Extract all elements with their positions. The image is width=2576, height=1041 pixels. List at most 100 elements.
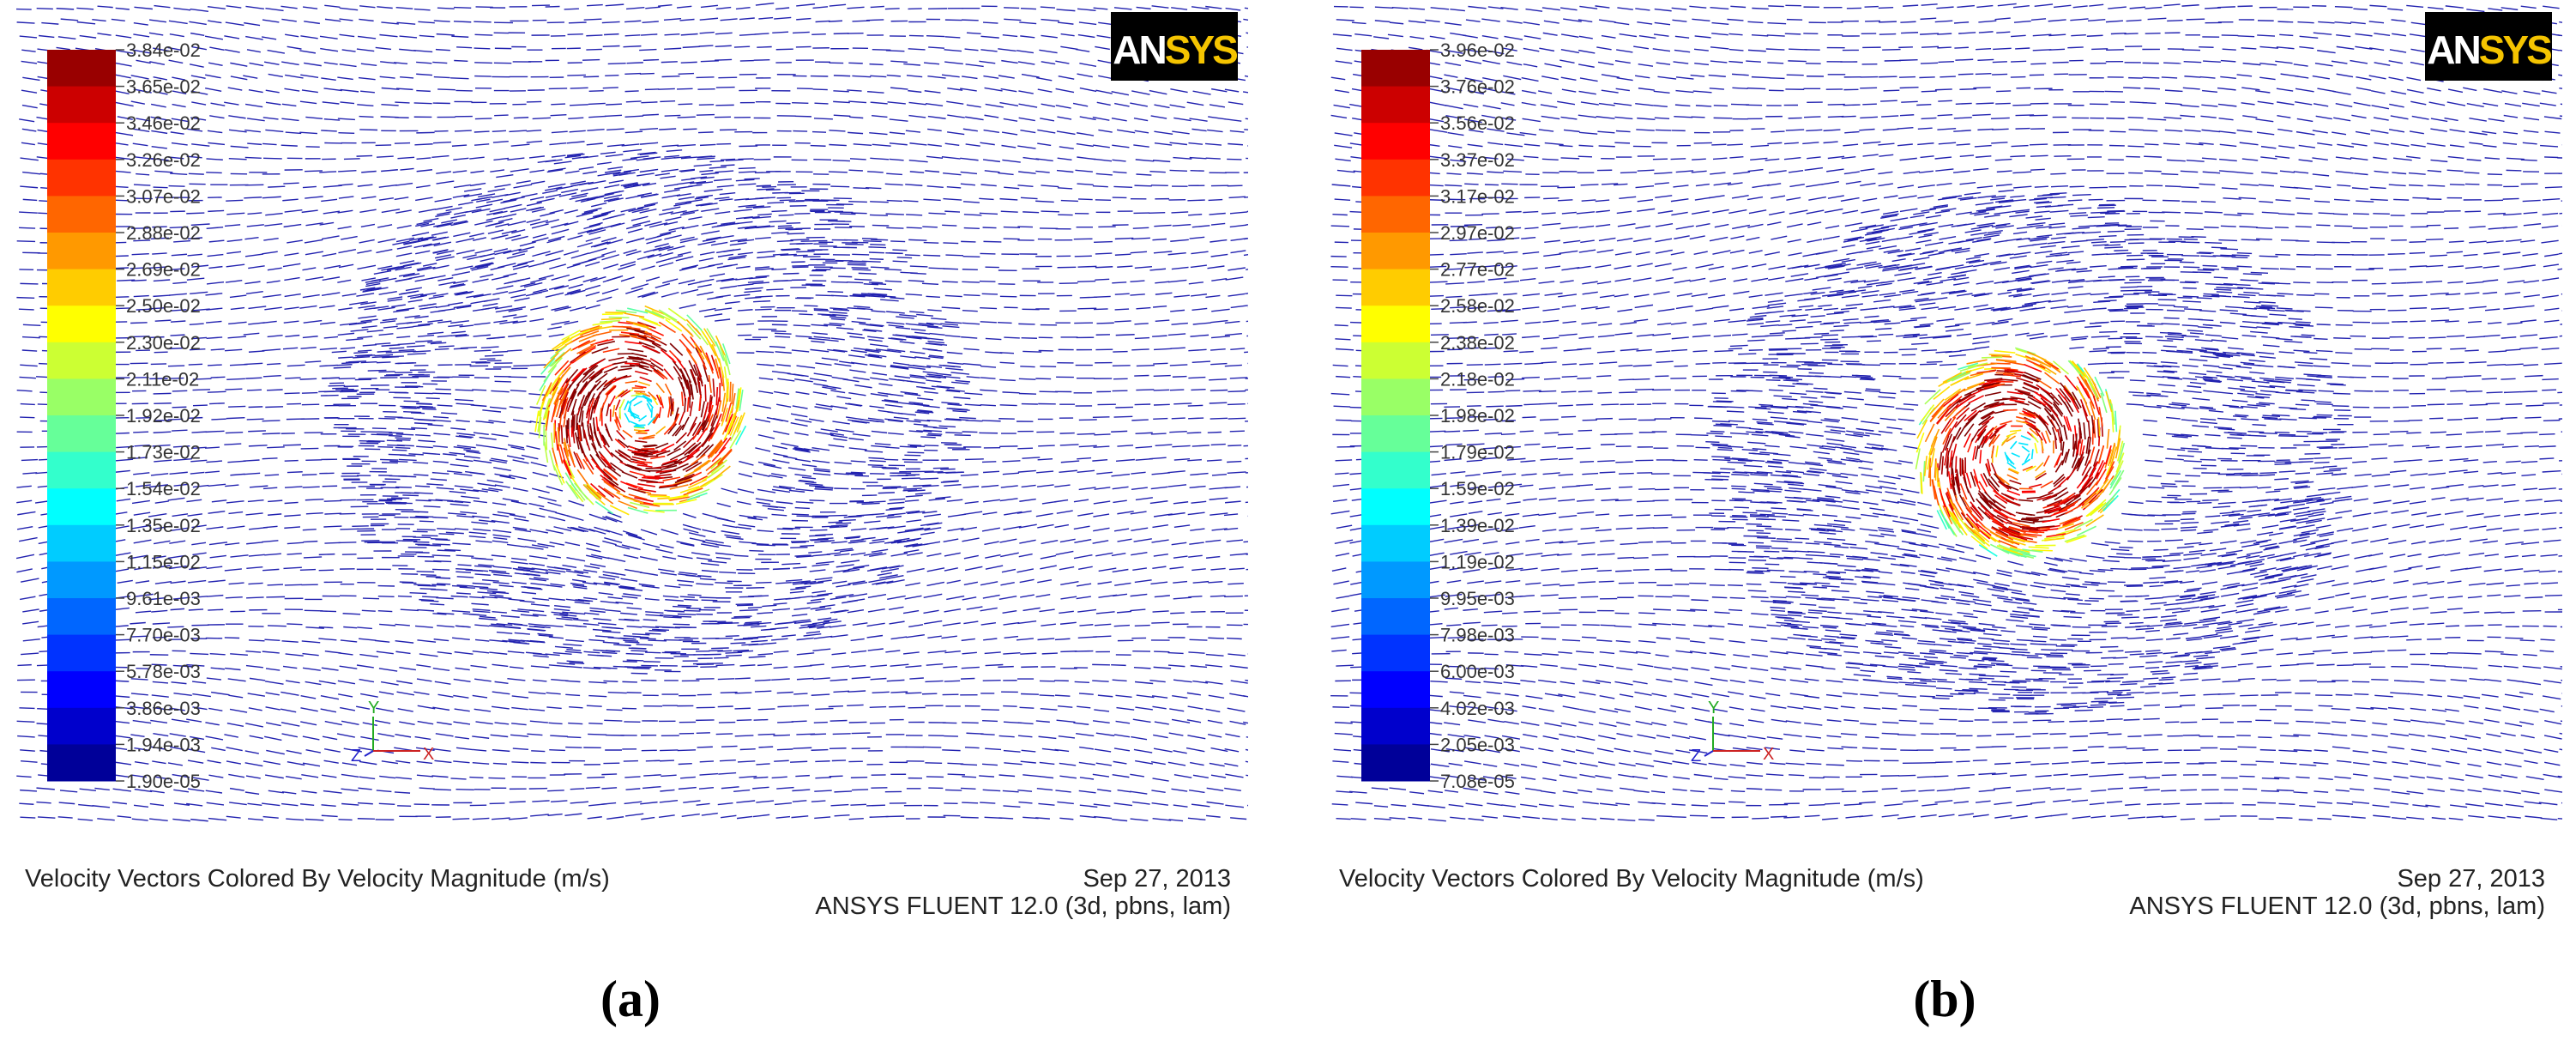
velocity-vector xyxy=(459,586,475,589)
velocity-vector xyxy=(284,252,299,257)
velocity-vector xyxy=(725,651,743,654)
velocity-vector xyxy=(1111,664,1126,667)
velocity-vector xyxy=(726,536,744,541)
velocity-vector xyxy=(397,342,416,346)
velocity-vector xyxy=(360,90,375,94)
velocity-vector xyxy=(659,251,673,257)
velocity-vector xyxy=(864,450,884,453)
velocity-vector xyxy=(244,791,260,796)
velocity-vector xyxy=(423,505,441,508)
velocity-vector xyxy=(338,249,357,254)
velocity-vector xyxy=(838,519,856,522)
velocity-vector xyxy=(509,130,528,133)
velocity-vector xyxy=(226,722,244,727)
velocity-vector xyxy=(225,596,243,599)
velocity-vector xyxy=(262,815,279,819)
velocity-vector xyxy=(1188,595,1203,598)
velocity-vector xyxy=(280,708,297,713)
velocity-vector xyxy=(302,267,317,271)
velocity-vector xyxy=(377,733,395,737)
velocity-vector xyxy=(734,735,754,737)
velocity-vector xyxy=(504,203,522,209)
velocity-vector xyxy=(743,624,760,626)
velocity-vector xyxy=(382,355,399,359)
velocity-vector xyxy=(300,347,317,349)
velocity-vector xyxy=(902,489,918,492)
velocity-vector xyxy=(528,262,545,268)
velocity-vector xyxy=(1172,223,1191,227)
velocity-vector xyxy=(169,540,186,544)
velocity-vector xyxy=(1059,566,1075,571)
velocity-vector xyxy=(431,775,449,778)
velocity-vector xyxy=(167,626,184,628)
velocity-vector xyxy=(190,735,205,741)
velocity-vector xyxy=(805,631,821,634)
velocity-vector xyxy=(530,583,549,586)
velocity-vector xyxy=(739,608,758,612)
velocity-vector xyxy=(489,625,508,628)
velocity-vector xyxy=(341,361,359,365)
velocity-vector xyxy=(1074,255,1092,257)
velocity-vector xyxy=(373,269,392,275)
velocity-vector xyxy=(154,580,172,584)
velocity-vector xyxy=(1168,732,1184,736)
velocity-vector xyxy=(1135,159,1155,162)
velocity-vector xyxy=(281,103,297,107)
velocity-vector xyxy=(1230,817,1247,820)
velocity-vector xyxy=(208,542,228,546)
velocity-vector xyxy=(790,587,806,590)
velocity-vector xyxy=(721,278,738,282)
velocity-vector xyxy=(510,390,527,392)
velocity-vector xyxy=(1151,5,1169,9)
velocity-vector xyxy=(738,166,756,170)
velocity-vector xyxy=(414,315,429,319)
velocity-vector xyxy=(602,540,617,546)
velocity-vector xyxy=(474,639,490,642)
velocity-vector xyxy=(318,553,335,556)
velocity-vector xyxy=(377,306,395,311)
velocity-vector xyxy=(926,567,945,572)
velocity-vector xyxy=(448,324,463,328)
velocity-vector xyxy=(1077,156,1096,160)
velocity-vector xyxy=(773,486,792,490)
velocity-vector xyxy=(486,590,506,594)
velocity-vector xyxy=(186,212,205,215)
velocity-vector xyxy=(1154,130,1173,136)
velocity-vector xyxy=(1131,90,1150,95)
velocity-vector xyxy=(528,155,546,159)
velocity-vector xyxy=(341,235,358,240)
velocity-vector xyxy=(1004,186,1020,190)
velocity-vector xyxy=(1041,210,1060,213)
velocity-vector xyxy=(961,240,976,243)
velocity-vector xyxy=(113,735,131,739)
velocity-vector xyxy=(696,802,710,806)
velocity-vector xyxy=(588,694,607,698)
velocity-vector xyxy=(1168,819,1184,822)
velocity-vector xyxy=(696,181,714,185)
velocity-vector xyxy=(739,664,756,667)
velocity-vector xyxy=(697,283,712,288)
velocity-vector xyxy=(962,281,980,283)
velocity-vector xyxy=(962,485,980,488)
velocity-vector xyxy=(806,601,822,604)
velocity-vector xyxy=(1112,486,1129,490)
velocity-vector xyxy=(153,733,169,737)
velocity-vector xyxy=(302,6,318,9)
velocity-vector xyxy=(897,530,913,534)
velocity-vector xyxy=(1020,366,1035,368)
velocity-vector xyxy=(681,224,699,230)
velocity-vector xyxy=(820,428,838,433)
velocity-vector xyxy=(777,721,794,723)
velocity-vector xyxy=(570,252,589,259)
velocity-vector xyxy=(857,307,873,311)
velocity-vector xyxy=(79,788,96,791)
velocity-vector xyxy=(167,554,186,560)
velocity-vector xyxy=(263,237,279,241)
velocity-vector xyxy=(836,584,851,588)
velocity-vector xyxy=(262,525,278,529)
velocity-vector xyxy=(548,516,566,522)
velocity-vector xyxy=(947,131,965,136)
velocity-vector xyxy=(753,718,769,721)
velocity-vector xyxy=(134,156,154,160)
velocity-vector xyxy=(703,188,723,192)
